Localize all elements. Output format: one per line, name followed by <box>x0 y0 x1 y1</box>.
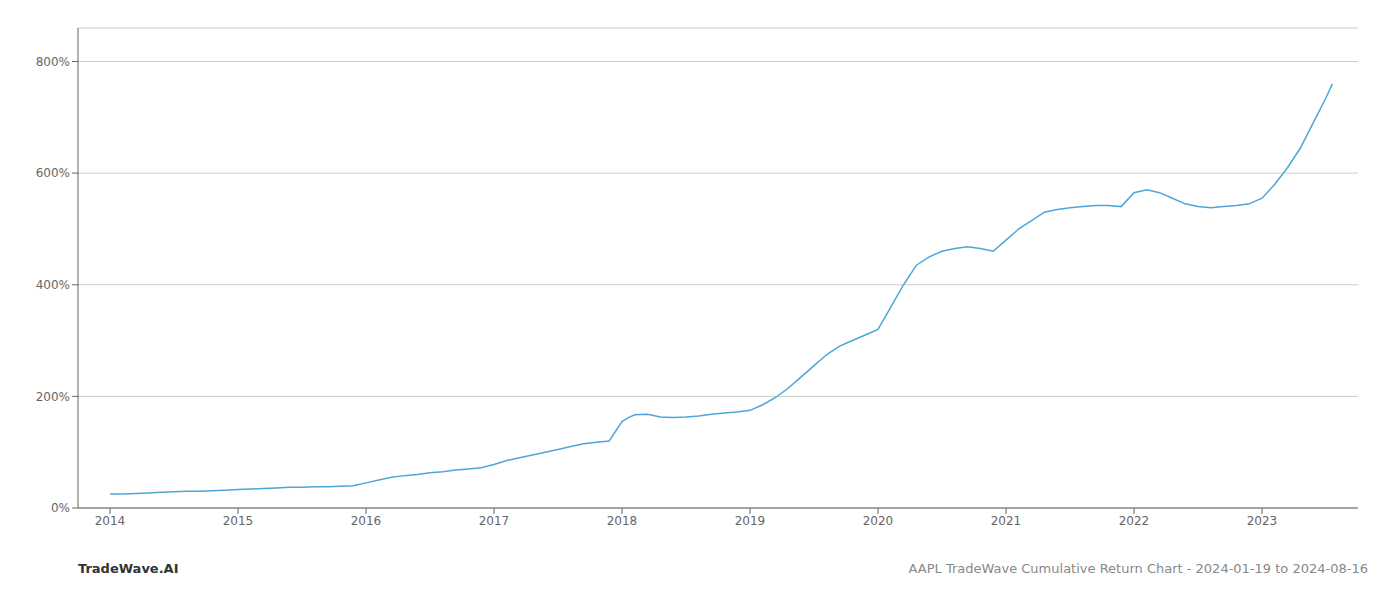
svg-text:2017: 2017 <box>479 514 510 528</box>
svg-text:2019: 2019 <box>735 514 766 528</box>
svg-text:2020: 2020 <box>863 514 894 528</box>
svg-text:2021: 2021 <box>991 514 1022 528</box>
svg-text:0%: 0% <box>51 501 70 515</box>
html-text:TradeWave.AI: TradeWave.AI <box>78 560 179 576</box>
svg-text:2023: 2023 <box>1247 514 1278 528</box>
svg-text:600%: 600% <box>36 166 70 180</box>
svg-text:2014: 2014 <box>95 514 126 528</box>
svg-text:2018: 2018 <box>607 514 638 528</box>
svg-text:2022: 2022 <box>1119 514 1150 528</box>
svg-text:400%: 400% <box>36 278 70 292</box>
svg-text:2015: 2015 <box>223 514 254 528</box>
html-text:AAPL TradeWave Cumulative Retu: AAPL TradeWave Cumulative Return Chart -… <box>908 560 1368 576</box>
svg-text:2016: 2016 <box>351 514 382 528</box>
svg-text:800%: 800% <box>36 55 70 69</box>
svg-text:200%: 200% <box>36 390 70 404</box>
